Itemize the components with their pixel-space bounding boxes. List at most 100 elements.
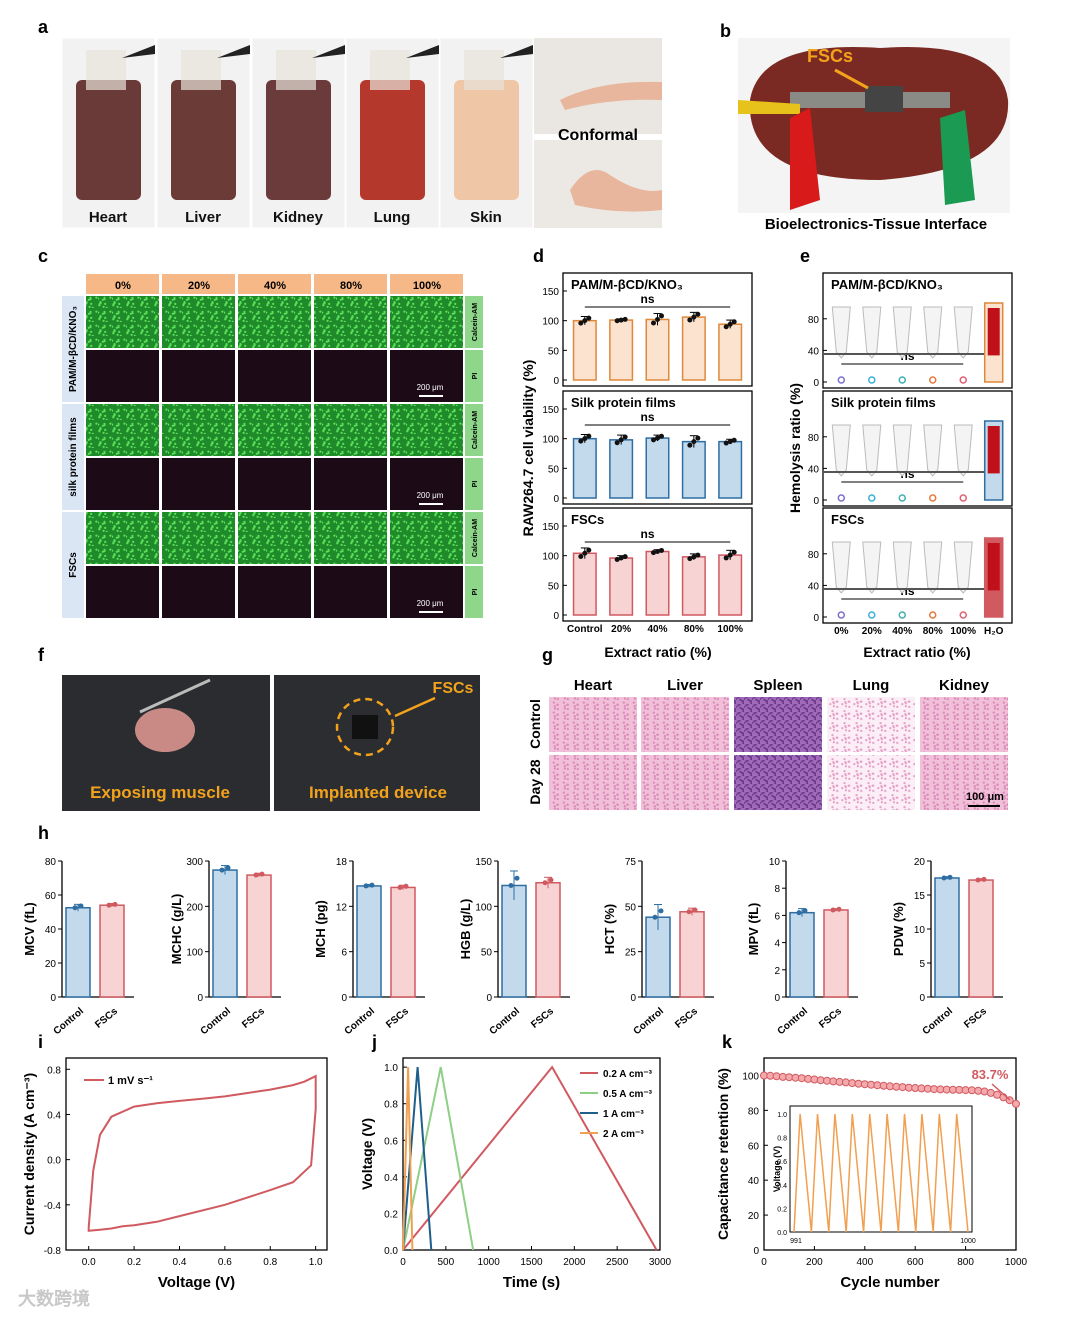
pi-image xyxy=(314,458,387,510)
ytick-label: 150 xyxy=(542,287,559,298)
stain-label-bg xyxy=(465,296,483,348)
subpanel-frame xyxy=(562,272,753,387)
data-point xyxy=(723,555,729,561)
xtick-label: Control xyxy=(567,624,603,635)
bar xyxy=(572,319,597,381)
bar xyxy=(789,911,815,998)
data-point xyxy=(586,433,592,439)
data-point xyxy=(508,882,514,888)
tube xyxy=(862,424,882,477)
tube xyxy=(953,306,973,359)
pi-image xyxy=(390,566,463,618)
calcein-image xyxy=(86,404,159,456)
legend-label: 1 A cm⁻³ xyxy=(603,1109,644,1120)
blood-tube xyxy=(987,426,1000,474)
ytick-label: 100 xyxy=(542,552,559,563)
ytick-label: 0 xyxy=(486,993,492,1004)
data-point xyxy=(582,436,588,442)
tweezer xyxy=(122,45,155,58)
fsc-device xyxy=(865,86,903,112)
histology-image xyxy=(827,755,915,810)
data-point xyxy=(1012,1099,1020,1108)
bar xyxy=(968,879,994,998)
ytick-label: 40 xyxy=(808,464,820,475)
data-point xyxy=(868,376,876,384)
ytick-label: 6 xyxy=(341,948,347,959)
data-point xyxy=(106,902,112,908)
tissue-sample xyxy=(171,80,236,200)
gcd-curve xyxy=(402,1067,433,1251)
blood-chart-4: 0 25 50 75 HCT (%) Control FSCs xyxy=(602,857,714,1037)
histology-row: Control xyxy=(527,699,543,749)
surgery-label: Exposing muscle xyxy=(90,783,230,802)
ytick-label: 10 xyxy=(914,925,926,936)
tissue-photo-lung: Lung xyxy=(345,37,440,229)
histology-column: Liver xyxy=(667,677,703,694)
tissue-photo-kidney: Kidney xyxy=(251,37,346,229)
surgery-label: Implanted device xyxy=(309,783,447,802)
calcein-image xyxy=(314,404,387,456)
data-point xyxy=(802,908,808,914)
row-group-label: FSCs xyxy=(68,552,79,578)
xtick-label: 0.0 xyxy=(82,1257,96,1268)
data-point xyxy=(691,439,697,445)
column-header-bg xyxy=(86,274,159,294)
stain-label: Calcein-AM xyxy=(472,411,479,449)
yellow-clip xyxy=(738,100,800,114)
histology-row: Day 28 xyxy=(527,759,543,804)
bar xyxy=(823,909,849,998)
xtick-label: Control xyxy=(52,1006,86,1037)
tube xyxy=(953,424,973,477)
data-point xyxy=(542,880,548,886)
tape xyxy=(181,50,221,90)
ytick-label: 18 xyxy=(336,857,348,868)
xtick-label: Control xyxy=(488,1006,522,1037)
ytick-label: 5 xyxy=(919,959,925,970)
blood-tube xyxy=(987,543,1000,591)
data-point xyxy=(898,611,907,619)
tube xyxy=(831,541,851,594)
ns-annotation: ns xyxy=(640,410,654,424)
tweezer xyxy=(312,45,345,58)
tube xyxy=(831,424,851,477)
data-point xyxy=(614,556,620,562)
axis-label-x: Time (s) xyxy=(503,1274,560,1291)
ytick-label: 4 xyxy=(774,939,780,950)
histology-image xyxy=(734,697,822,752)
inset-chart: 0.0 0.2 0.4 0.6 0.8 1.0 Voltage (V) 991 1000 xyxy=(772,1105,976,1245)
ytick-label: 0.2 xyxy=(777,1206,787,1213)
xtick-label: FSCs xyxy=(673,1006,700,1031)
calcein-image xyxy=(162,296,235,348)
xtick-label: 3000 xyxy=(649,1257,672,1268)
xtick-label: 0.6 xyxy=(218,1257,232,1268)
data-point xyxy=(253,872,259,878)
xtick-label: 0 xyxy=(400,1257,406,1268)
data-point xyxy=(687,317,693,323)
ytick-label: 0 xyxy=(341,993,347,1004)
xtick-label: FSCs xyxy=(384,1006,411,1031)
ytick-label: 0 xyxy=(813,613,819,624)
ytick-label: 0.6 xyxy=(777,1159,787,1166)
inset-frame xyxy=(789,1105,973,1233)
data-point xyxy=(731,437,737,443)
axis-label-y: PDW (%) xyxy=(891,902,906,956)
ytick-label: 0 xyxy=(813,496,819,507)
axis-label-y: MPV (fL) xyxy=(746,903,761,956)
data-point xyxy=(618,555,624,561)
ytick-label: 0.0 xyxy=(777,1230,787,1237)
gcd-chart: 0 500 1000 1500 2000 2500 3000 0.0 0.2 0.4 0.6 0.8 1… xyxy=(359,1057,672,1291)
ytick-label: 75 xyxy=(625,857,637,868)
data-point xyxy=(868,494,876,502)
ytick-label: 150 xyxy=(475,857,492,868)
ytick-label: 40 xyxy=(748,1176,760,1187)
xtick-label: Control xyxy=(921,1006,955,1037)
bar xyxy=(501,884,527,998)
subpanel-frame xyxy=(822,507,1013,624)
exposed-muscle xyxy=(135,708,195,752)
panel-letter-e: e xyxy=(800,246,810,266)
ytick-label: 0 xyxy=(553,494,559,505)
ytick-label: 300 xyxy=(186,857,203,868)
bar xyxy=(390,886,416,998)
ytick-label: 0.6 xyxy=(384,1136,398,1147)
